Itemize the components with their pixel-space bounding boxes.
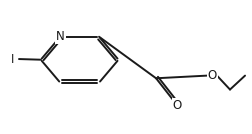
Text: O: O (173, 99, 182, 112)
Text: O: O (208, 69, 217, 82)
Text: N: N (56, 30, 65, 43)
Text: I: I (11, 53, 14, 66)
